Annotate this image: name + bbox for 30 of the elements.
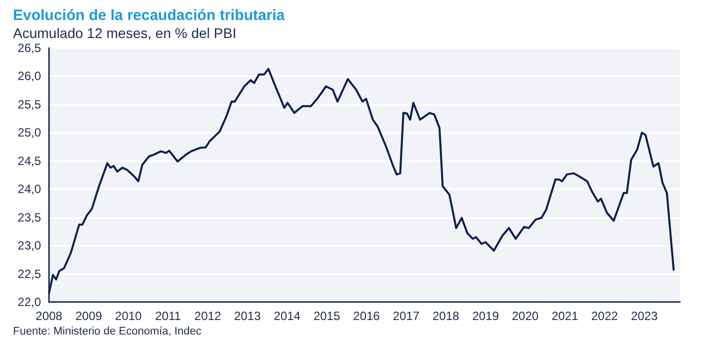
- x-tick-label: 2009: [75, 309, 102, 323]
- y-tick-label: 23,5: [18, 210, 42, 224]
- chart-subtitle: Acumulado 12 meses, en % del PBI: [13, 25, 236, 41]
- x-tick-label: 2014: [274, 309, 301, 323]
- y-tick-label: 24,5: [18, 154, 42, 168]
- y-tick-label: 26,5: [18, 41, 42, 55]
- x-tick-label: 2021: [552, 309, 579, 323]
- y-tick-label: 24,0: [18, 182, 42, 196]
- x-tick-label: 2015: [313, 309, 340, 323]
- x-tick-label: 2011: [155, 309, 182, 323]
- x-tick-label: 2016: [353, 309, 380, 323]
- y-tick-label: 22,5: [18, 266, 42, 281]
- x-tick-label: 2013: [234, 309, 262, 323]
- x-tick-label: 2018: [432, 309, 460, 323]
- x-tick-label: 2008: [36, 309, 63, 323]
- x-tick-label: 2023: [630, 309, 658, 323]
- x-tick-label: 2019: [472, 309, 500, 323]
- y-tick-label: 26,0: [18, 69, 42, 84]
- x-tick-label: 2020: [512, 309, 539, 323]
- x-tick-label: 2017: [392, 309, 420, 323]
- y-tick-label: 25,0: [18, 126, 42, 140]
- chart-title: Evolución de la recaudación tributaria: [13, 7, 286, 24]
- y-tick-label: 22,0: [18, 295, 42, 309]
- y-tick-label: 25,5: [18, 97, 42, 112]
- line-series: [48, 68, 675, 294]
- source-note: Fuente: Ministerio de Economía, Indec: [13, 326, 202, 338]
- x-tick-label: 2022: [591, 309, 618, 323]
- x-tick-label: 2012: [194, 309, 222, 323]
- y-tick-label: 23,0: [18, 238, 42, 253]
- x-tick-label: 2010: [115, 309, 142, 323]
